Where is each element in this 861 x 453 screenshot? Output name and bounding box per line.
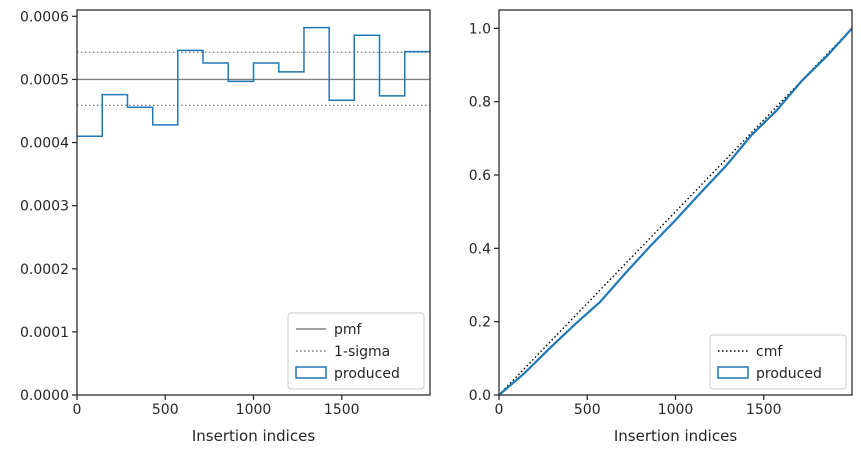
legend-swatch-produced — [717, 366, 749, 379]
legend-label-produced: produced — [756, 366, 822, 382]
y-tick-label: 0.0005 — [20, 72, 69, 88]
x-tick-label: 1000 — [236, 402, 272, 418]
y-tick-label: 0.0006 — [20, 9, 69, 25]
legend-label-cmf: cmf — [756, 344, 783, 360]
legend-box — [709, 334, 847, 390]
x-tick-label: 1500 — [746, 402, 782, 418]
y-tick-label: 0.0004 — [20, 136, 69, 152]
legend-swatch-produced — [295, 366, 327, 379]
y-tick-label: 0.0002 — [20, 262, 69, 278]
series-produced-line — [498, 27, 853, 396]
y-tick-label: 0.0003 — [20, 199, 69, 215]
x-tick-label: 500 — [574, 402, 601, 418]
legend-label-pmf: pmf — [334, 322, 363, 338]
legend-box — [287, 312, 425, 390]
left-chart: 0 500 1000 1500 0.0000 0.0001 0.0002 0.0003 0.00… — [20, 9, 431, 445]
y-tick-label: 0.4 — [469, 241, 491, 257]
y-tick-label: 1.0 — [469, 21, 491, 37]
x-tick-label: 500 — [152, 402, 179, 418]
x-tick-label: 0 — [73, 402, 82, 418]
histogram-produced — [77, 26, 430, 137]
x-tick-label: 1000 — [658, 402, 694, 418]
y-tick-label: 0.0 — [469, 388, 491, 404]
y-tick-label: 0.2 — [469, 315, 491, 331]
right-chart: 0 500 1000 1500 0.0 0.2 0.4 0.6 0.8 1.0 Insertion … — [469, 9, 853, 445]
x-tick-label: 0 — [495, 402, 504, 418]
legend-label-produced: produced — [334, 366, 400, 382]
legend-label-1-sigma: 1-sigma — [334, 344, 390, 360]
y-tick-label: 0.0001 — [20, 325, 69, 341]
x-tick-label: 1500 — [324, 402, 360, 418]
x-axis-label: Insertion indices — [192, 427, 315, 445]
y-tick-label: 0.0000 — [20, 388, 69, 404]
y-tick-label: 0.8 — [469, 95, 491, 111]
x-axis-label: Insertion indices — [614, 427, 737, 445]
y-tick-label: 0.6 — [469, 168, 491, 184]
